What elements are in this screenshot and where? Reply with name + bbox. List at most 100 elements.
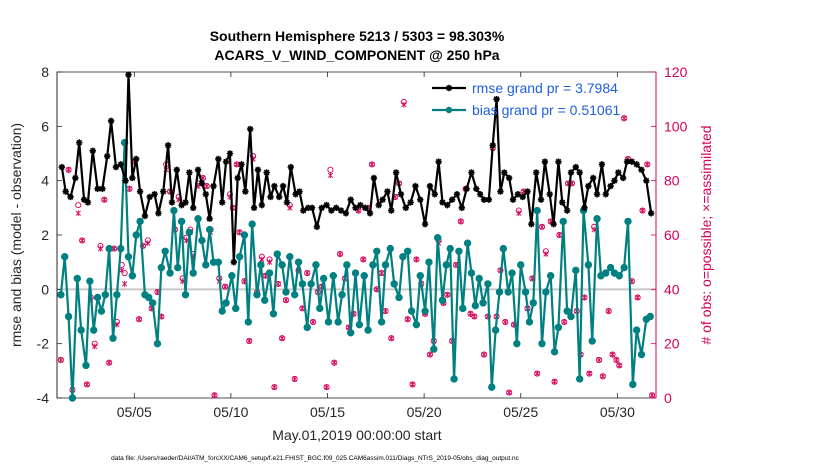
rmse-point [222, 158, 230, 165]
obs-assimilated-point [58, 357, 64, 363]
rmse-point [431, 191, 438, 198]
obs-assimilated-point [234, 161, 240, 168]
bias-point [136, 217, 144, 226]
bias-point [261, 296, 269, 304]
y-axis-label-left: rmse and bias (model - observation) [8, 123, 24, 347]
rmse-point [370, 174, 378, 182]
bias-point [198, 236, 206, 245]
bias-point [205, 225, 214, 234]
bias-point [438, 296, 447, 304]
bias-point [602, 269, 610, 277]
obs-assimilated-point [458, 218, 464, 225]
bias-point [521, 288, 530, 296]
chart-title: Southern Hemisphere 5213 / 5303 = 98.303… [210, 28, 505, 44]
obs-assimilated-point [467, 310, 474, 317]
rmse-point [576, 169, 583, 176]
bias-point [386, 244, 395, 253]
rmse-point [151, 191, 158, 198]
bias-point [145, 293, 153, 302]
rmse-point [76, 139, 83, 146]
bias-point [381, 261, 390, 269]
bias-point [463, 239, 472, 247]
rmse-point [375, 201, 382, 209]
rmse-point [136, 188, 144, 195]
bias-point [416, 272, 424, 280]
bias-point [412, 320, 421, 329]
rmse-point [412, 182, 419, 190]
obs-assimilated-point [621, 115, 627, 122]
bias-point [430, 345, 438, 353]
rmse-point [129, 174, 136, 182]
obs-assimilated-point [516, 210, 522, 217]
bias-point [77, 326, 85, 334]
bias-point [508, 269, 516, 277]
legend-rmse-label: rmse grand pr = 3.7984 [472, 80, 618, 96]
obs-assimilated-point [639, 207, 646, 214]
bias-point [390, 280, 398, 288]
bias-point [235, 253, 244, 261]
rmse-point [133, 155, 140, 163]
obs-assimilated-point [266, 259, 273, 266]
obs-assimilated-point [561, 319, 567, 325]
rmse-point [80, 196, 88, 203]
bias-point [312, 261, 320, 269]
chart-subtitle: ACARS_V_WIND_COMPONENT @ 250 hPa [214, 47, 499, 63]
bias-point [189, 269, 197, 277]
rmse-point [598, 161, 606, 168]
rmse-point [263, 169, 270, 176]
rmse-point [250, 204, 258, 212]
rmse-point [585, 182, 592, 190]
obs-assimilated-point [271, 384, 277, 391]
bias-point [109, 334, 117, 342]
bias-point [214, 258, 223, 266]
rmse-point [99, 185, 106, 193]
bias-point [620, 263, 628, 272]
bias-point [278, 261, 286, 269]
bias-point [442, 261, 451, 269]
y-tick-label-left: 2 [41, 227, 49, 243]
bias-point [194, 215, 202, 223]
obs-assimilated-point [506, 389, 512, 396]
rmse-point [112, 163, 120, 171]
rmse-point [194, 166, 202, 173]
bias-point [174, 263, 182, 272]
bias-point [240, 231, 249, 239]
rmse-point [473, 185, 480, 193]
rmse-point [300, 207, 307, 214]
bias-point [550, 348, 559, 356]
rmse-point [276, 193, 283, 201]
rmse-point [643, 177, 650, 184]
obs-assimilated-point [444, 291, 450, 298]
obs-assimilated-point [337, 251, 343, 257]
bias-point [244, 318, 252, 326]
bias-point [228, 272, 236, 280]
rmse-point [125, 71, 132, 78]
bias-point [232, 304, 240, 313]
bias-point [82, 361, 90, 370]
bias-point [329, 272, 338, 280]
rmse-point [304, 204, 312, 212]
bias-point [319, 274, 328, 283]
y-tick-label-left: 0 [41, 281, 49, 297]
rmse-point [247, 125, 254, 133]
obs-assimilated-point [502, 319, 508, 325]
rmse-point [615, 169, 622, 176]
bias-point [128, 272, 137, 280]
bias-point [185, 228, 194, 236]
obs-assimilated-point [126, 185, 133, 192]
y-tick-label-left: 6 [41, 118, 49, 134]
bias-point [222, 299, 230, 307]
bias-point [338, 291, 346, 299]
bias-point [253, 291, 261, 299]
rmse-point [361, 204, 369, 212]
obs-assimilated-point [401, 101, 407, 108]
rmse-point [505, 174, 513, 182]
bias-point [529, 299, 538, 307]
obs-assimilated-point [609, 351, 616, 358]
rmse-point [633, 161, 640, 168]
bias-point [533, 206, 541, 215]
bias-point [343, 261, 351, 269]
bias-point [86, 277, 94, 285]
obs-assimilated-point [92, 343, 98, 350]
